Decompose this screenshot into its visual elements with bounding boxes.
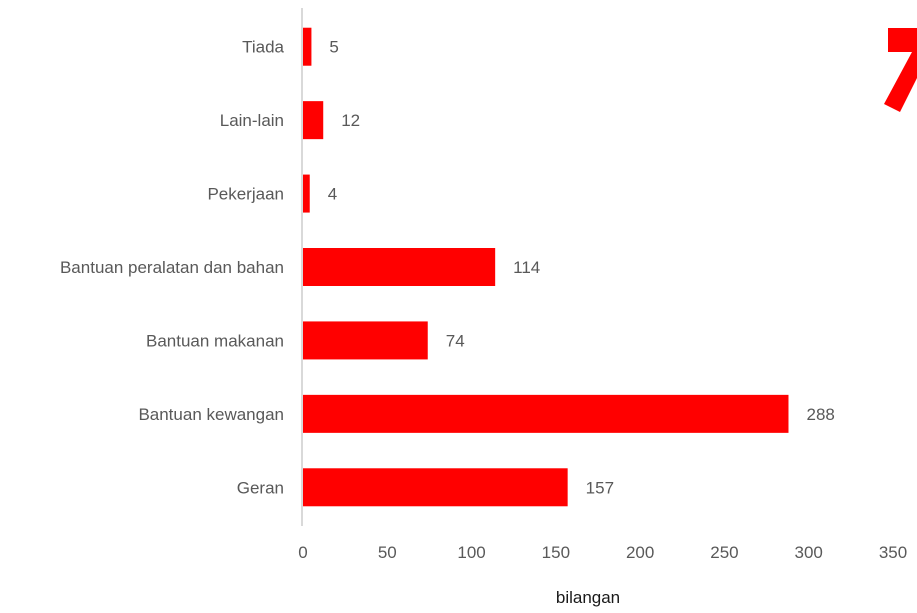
bar-1 xyxy=(303,101,324,140)
category-label-4: Bantuan makanan xyxy=(146,331,284,350)
category-label-0: Tiada xyxy=(242,38,284,57)
category-label-1: Lain-lain xyxy=(220,111,284,130)
bars-group xyxy=(303,27,789,507)
bar-3 xyxy=(303,248,496,286)
x-tick-label-3: 150 xyxy=(542,543,570,562)
x-tick-labels-group: 0 50 100 150 200 250 300 350 xyxy=(298,543,907,562)
data-label-5: 288 xyxy=(806,405,834,424)
x-tick-label-4: 200 xyxy=(626,543,654,562)
category-label-6: Geran xyxy=(237,478,284,497)
category-label-3: Bantuan peralatan dan bahan xyxy=(60,258,284,277)
corner-brand-mark: 7 xyxy=(884,28,917,112)
data-label-6: 157 xyxy=(586,478,614,497)
data-label-0: 5 xyxy=(329,38,338,57)
x-tick-label-5: 250 xyxy=(710,543,738,562)
x-axis-title: bilangan xyxy=(556,588,620,607)
data-label-1: 12 xyxy=(341,111,360,130)
category-label-5: Bantuan kewangan xyxy=(138,405,284,424)
x-tick-label-6: 300 xyxy=(795,543,823,562)
bar-5 xyxy=(303,394,789,433)
x-tick-label-2: 100 xyxy=(457,543,485,562)
category-labels-group: Tiada Lain-lain Pekerjaan Bantuan peralatan… xyxy=(60,38,285,498)
x-tick-label-0: 0 xyxy=(298,543,307,562)
x-tick-label-7: 350 xyxy=(879,543,907,562)
data-labels-group: 5 12 4 114 74 288 157 xyxy=(328,38,835,498)
data-label-3: 114 xyxy=(513,258,540,277)
bar-6 xyxy=(303,468,568,507)
data-label-2: 4 xyxy=(328,185,337,204)
bar-2 xyxy=(303,174,310,213)
data-label-4: 74 xyxy=(446,331,465,350)
category-label-2: Pekerjaan xyxy=(207,185,284,204)
bar-0 xyxy=(303,27,312,66)
x-tick-label-1: 50 xyxy=(378,543,397,562)
bar-4 xyxy=(303,321,428,360)
